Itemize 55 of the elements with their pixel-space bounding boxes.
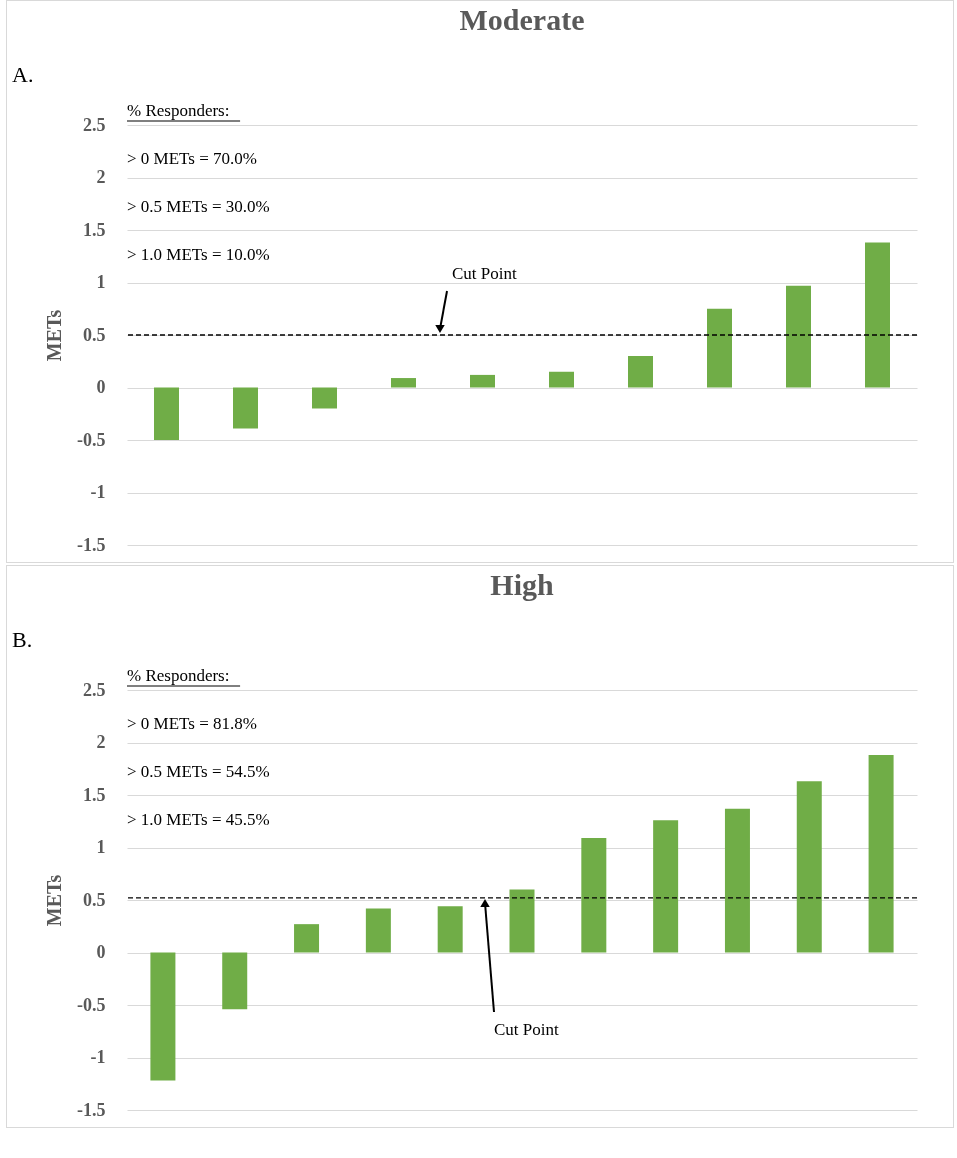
bar <box>796 781 822 953</box>
annotation: > 1.0 METs = 45.5% <box>127 810 270 829</box>
bar <box>312 387 337 409</box>
bar <box>786 285 811 388</box>
y-axis-title: METs <box>43 309 66 362</box>
bar <box>391 378 416 388</box>
y-tick-label: 0 <box>96 377 106 397</box>
bar <box>707 308 732 388</box>
y-tick-label: -0.5 <box>77 994 106 1015</box>
y-tick-label: 1 <box>96 272 106 292</box>
bar <box>868 755 894 953</box>
y-tick-label: 1.5 <box>83 219 106 240</box>
y-tick-label: -1.5 <box>77 1099 106 1120</box>
bar <box>437 906 463 953</box>
bar <box>470 374 495 388</box>
y-tick-label: 1 <box>96 837 106 857</box>
bar <box>724 808 750 953</box>
text: % Responders: <box>127 101 230 120</box>
bar <box>509 889 535 953</box>
bar <box>294 924 320 953</box>
text: A. <box>12 62 34 87</box>
y-tick-label: 2 <box>96 732 106 752</box>
bar <box>653 820 679 953</box>
y-tick-label: -1 <box>90 482 106 502</box>
bar <box>154 387 179 440</box>
annotation: > 1.0 METs = 10.0% <box>127 245 270 264</box>
bar <box>549 371 574 388</box>
annotation: Cut Point <box>452 264 517 283</box>
y-tick-label: 2.5 <box>83 679 106 700</box>
bar <box>581 838 607 953</box>
bar <box>365 908 391 953</box>
annotation: > 0.5 METs = 54.5% <box>127 762 270 781</box>
bar <box>222 952 248 1010</box>
bar <box>628 356 653 388</box>
chart-title: Moderate <box>459 3 585 36</box>
bar <box>865 242 890 388</box>
y-tick-label: 1.5 <box>83 784 106 805</box>
y-tick-label: -0.5 <box>77 429 106 450</box>
text: % Responders: <box>127 666 230 685</box>
annotation: Cut Point <box>494 1020 559 1039</box>
annotation: > 0 METs = 70.0% <box>127 149 257 168</box>
y-tick-label: 0.5 <box>83 324 106 345</box>
y-tick-label: 0.5 <box>83 889 106 910</box>
text: B. <box>12 627 33 652</box>
y-tick-label: -1 <box>90 1047 106 1067</box>
y-tick-label: 2.5 <box>83 114 106 135</box>
annotation: > 0 METs = 81.8% <box>127 714 257 733</box>
chart-title: High <box>490 568 554 601</box>
y-tick-label: 2 <box>96 167 106 187</box>
annotation: > 0.5 METs = 30.0% <box>127 197 270 216</box>
bar <box>150 952 176 1081</box>
y-axis-title: METs <box>43 874 66 927</box>
y-tick-label: 0 <box>96 942 106 962</box>
y-tick-label: -1.5 <box>77 534 106 555</box>
bar <box>233 387 258 429</box>
